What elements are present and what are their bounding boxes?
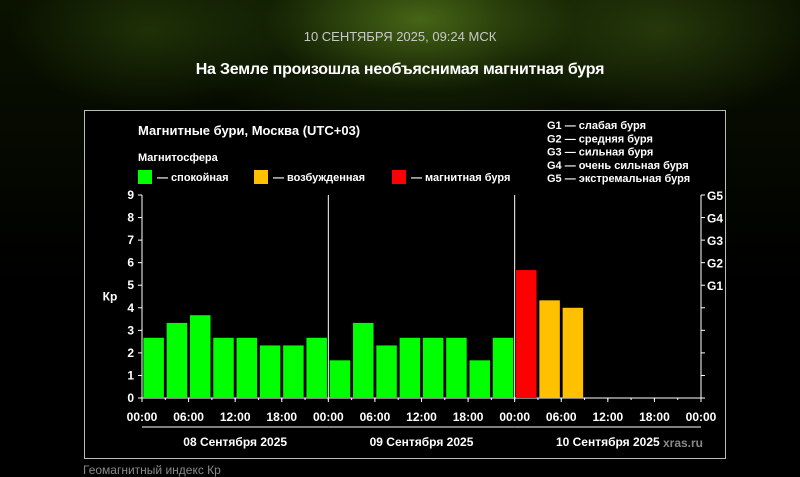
kp-bar <box>539 300 560 398</box>
y-tick-label: 1 <box>127 368 134 382</box>
x-tick-label: 06:00 <box>546 410 577 424</box>
kp-bar <box>422 337 444 398</box>
kp-bar <box>259 345 281 398</box>
kp-bar <box>329 360 351 398</box>
kp-bar <box>376 345 397 398</box>
x-tick-label: 18:00 <box>453 410 484 424</box>
x-tick-label: 12:00 <box>220 410 251 424</box>
kp-bar <box>283 345 304 398</box>
x-tick-label: 06:00 <box>173 410 204 424</box>
x-tick-label: 12:00 <box>592 410 623 424</box>
kp-index-chart: Магнитные бури, Москва (UTC+03) Магнитосф… <box>103 120 724 450</box>
x-tick-label: 12:00 <box>406 410 437 424</box>
y-tick-label: 8 <box>127 211 134 225</box>
kp-bar <box>562 307 584 398</box>
kp-bar <box>189 315 211 398</box>
storm-scale-item: G2 — средняя буря <box>547 133 653 145</box>
watermark: xras.ru <box>663 436 703 450</box>
storm-scale-item: G1 — слабая буря <box>547 120 646 132</box>
y-tick-label: 7 <box>127 233 134 247</box>
y-axis-label: Кр <box>103 290 118 304</box>
article-headline: На Земле произошла необъяснимая магнитна… <box>195 61 605 78</box>
day-label: 10 Сентября 2025 <box>556 435 660 449</box>
kp-bar <box>306 337 327 398</box>
y-tick-label: 3 <box>127 323 134 337</box>
x-tick-label: 00:00 <box>127 410 158 424</box>
kp-bar <box>516 270 537 398</box>
chart-panel <box>84 110 726 459</box>
y-tick-label: 2 <box>127 346 134 360</box>
x-tick-label: 00:00 <box>313 410 344 424</box>
y-tick-label: 6 <box>127 256 134 270</box>
g-scale-label: G1 <box>707 279 723 293</box>
x-tick-label: 00:00 <box>499 410 530 424</box>
kp-bar <box>353 322 374 398</box>
chart-title: Магнитные бури, Москва (UTC+03) <box>138 123 360 138</box>
kp-bar <box>213 337 234 398</box>
day-label: 08 Сентября 2025 <box>183 435 287 449</box>
legend-label: — возбужденная <box>273 172 365 184</box>
kp-bar <box>399 337 421 398</box>
kp-bar <box>166 322 188 398</box>
y-tick-label: 4 <box>127 301 134 315</box>
x-tick-label: 06:00 <box>360 410 391 424</box>
kp-bar <box>143 337 164 398</box>
g-scale-label: G3 <box>707 234 723 248</box>
article-date: 10 СЕНТЯБРЯ 2025, 09:24 МСК <box>303 29 497 44</box>
storm-scale-item: G4 — очень сильная буря <box>547 160 689 172</box>
kp-bar <box>492 337 514 398</box>
x-tick-label: 18:00 <box>266 410 297 424</box>
kp-bar <box>446 337 467 398</box>
storm-scale-item: G5 — экстремальная буря <box>547 173 690 185</box>
y-tick-label: 9 <box>127 188 134 202</box>
legend-label: — магнитная буря <box>411 172 510 184</box>
kp-bar <box>236 337 258 398</box>
x-tick-label: 18:00 <box>639 410 670 424</box>
y-tick-label: 0 <box>127 391 134 405</box>
legend-swatch <box>254 170 268 184</box>
x-tick-label: 00:00 <box>686 410 717 424</box>
g-scale-label: G4 <box>707 212 723 226</box>
kp-bar <box>469 360 490 398</box>
legend-swatch <box>138 170 152 184</box>
legend-swatch <box>392 170 406 184</box>
day-label: 09 Сентября 2025 <box>370 435 474 449</box>
g-scale-label: G2 <box>707 257 723 271</box>
legend-label: — спокойная <box>157 172 229 184</box>
y-tick-label: 5 <box>127 278 134 292</box>
g-scale-label: G5 <box>707 189 723 203</box>
chart-caption: Геомагнитный индекс Кр <box>83 463 221 477</box>
legend-title: Магнитосфера <box>138 152 219 164</box>
storm-scale-item: G3 — сильная буря <box>547 147 653 159</box>
